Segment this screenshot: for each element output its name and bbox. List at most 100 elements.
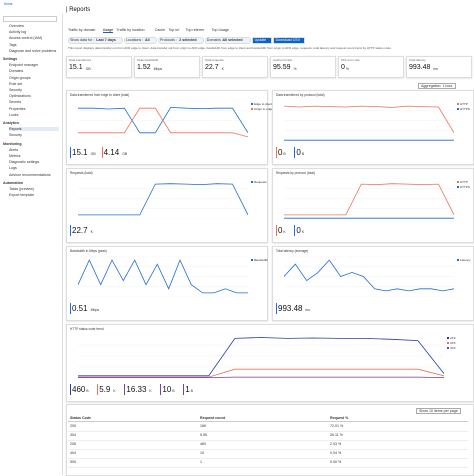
- table-cell: 5.9K: [200, 433, 208, 437]
- nav-item[interactable]: Optimizations: [9, 94, 31, 99]
- nav-item[interactable]: Security: [9, 133, 22, 138]
- kpi-label: Data transferred: [69, 58, 91, 62]
- nav-item[interactable]: Alerts: [9, 147, 19, 152]
- stat-bar: [294, 225, 296, 236]
- series-line: [78, 368, 444, 378]
- nav-item[interactable]: Endpoint manager: [9, 63, 39, 68]
- filter-label[interactable]: Protocols :: [160, 37, 177, 42]
- table-cell: 1: [200, 460, 202, 464]
- nav-item[interactable]: Security: [9, 88, 22, 92]
- tab[interactable]: Top referrer: [185, 28, 205, 32]
- header-rule: [68, 421, 468, 422]
- series-line: [284, 259, 454, 292]
- tab[interactable]: Top url: [168, 28, 180, 32]
- table-cell: 26.11 %: [330, 433, 343, 437]
- stat-value: 15.1: [72, 148, 88, 157]
- kpi-label: Total requests: [205, 58, 224, 62]
- kpi-unit: ms: [433, 66, 439, 71]
- stat-bar: [183, 384, 184, 395]
- nav-section: Settings: [3, 57, 18, 61]
- row-rule: [68, 431, 468, 432]
- filter-value[interactable]: Last 7 days: [96, 37, 116, 42]
- stat-value: 0.51: [72, 304, 88, 313]
- table-cell: 404: [70, 451, 76, 455]
- row-rule: [68, 467, 468, 468]
- table-cell: 460: [200, 442, 206, 446]
- table-cell: 72.01 %: [330, 424, 344, 428]
- nav-item[interactable]: Secrets: [9, 100, 22, 105]
- nav-item[interactable]: Properties: [9, 106, 26, 111]
- button-label[interactable]: Update: [254, 37, 267, 42]
- table-cell: 0.04 %: [330, 451, 342, 455]
- stat-bar: [294, 147, 296, 158]
- nav-item[interactable]: Tasks (preview): [9, 187, 34, 191]
- nav-item[interactable]: Domains: [9, 69, 24, 74]
- stat-bar: [70, 384, 71, 395]
- nav-item[interactable]: Reports: [9, 127, 59, 132]
- table-cell: 10: [200, 451, 204, 455]
- nav-item[interactable]: Tags: [9, 42, 17, 47]
- filter-pill: [158, 37, 204, 44]
- chart-card: [66, 246, 268, 321]
- tab[interactable]: Usage: [102, 28, 114, 33]
- nav-item[interactable]: Diagnostic settings: [9, 160, 40, 165]
- chart-plot: [284, 100, 454, 141]
- kpi-value: 95.59: [273, 64, 291, 71]
- button-label[interactable]: Download CSV: [275, 37, 300, 42]
- filter-value[interactable]: 2 selected: [179, 37, 197, 42]
- tab[interactable]: Traffic by domain: [68, 28, 96, 32]
- breadcrumb[interactable]: Home: [4, 2, 13, 6]
- kpi-card: [202, 56, 268, 78]
- series-line: [284, 183, 454, 216]
- stat-bar: [70, 147, 71, 158]
- legend-entry: HTTP: [460, 102, 468, 106]
- row-rule: [68, 458, 468, 459]
- tab[interactable]: Top Usage: [211, 28, 229, 32]
- nav-item[interactable]: Diagnose and solve problems: [9, 48, 57, 53]
- series-line: [78, 107, 248, 138]
- stat-unit: B: [172, 389, 175, 393]
- column-header[interactable]: Status Code: [70, 416, 91, 420]
- filter-label[interactable]: Show data for :: [70, 37, 95, 42]
- nav-item[interactable]: Origin groups: [9, 75, 31, 80]
- stat-unit: GB: [90, 152, 96, 156]
- legend-entry: Latency: [460, 258, 471, 262]
- kpi-unit: %: [345, 66, 350, 71]
- nav-section: Analytics: [3, 121, 19, 125]
- button: [272, 37, 305, 44]
- nav-item[interactable]: Rule set: [9, 81, 23, 86]
- table-cell: 2.03 %: [330, 442, 342, 446]
- legend-entry: Requests: [254, 180, 267, 184]
- nav-item[interactable]: Advisor recommendations: [9, 172, 51, 177]
- stat-bar: [276, 225, 277, 236]
- nav-item[interactable]: Access control (IAM): [9, 36, 43, 41]
- filter-value[interactable]: All: [145, 37, 150, 42]
- nav-item[interactable]: Logs: [9, 166, 17, 171]
- nav-item[interactable]: Locks: [9, 112, 19, 117]
- legend-swatch: [447, 336, 449, 339]
- column-header[interactable]: Request count: [200, 416, 225, 420]
- filter-label[interactable]: Locations :: [125, 37, 144, 42]
- nav-item[interactable]: Overview: [9, 24, 24, 28]
- kpi-card: [406, 56, 472, 78]
- chart-card: [272, 90, 474, 165]
- stat-value: 993.48: [278, 304, 303, 313]
- kpi-value: 993.48: [409, 64, 431, 71]
- legend-swatch: [251, 107, 253, 110]
- column-header[interactable]: Request %: [330, 416, 349, 420]
- pager[interactable]: Show 10 items per page: [416, 408, 461, 414]
- filter-value[interactable]: All selected: [222, 37, 243, 42]
- nav-item[interactable]: Activity log: [9, 30, 27, 35]
- tab[interactable]: Traffic by location: [116, 28, 145, 32]
- filter-pill: [123, 37, 157, 44]
- tab[interactable]: Cache: [154, 28, 166, 32]
- stat-value: 5.9: [99, 385, 111, 394]
- aggregation[interactable]: Aggregation: 1 hour: [418, 83, 456, 89]
- filter-label[interactable]: Domains :: [206, 37, 223, 42]
- series-line: [78, 259, 248, 294]
- stat-value: 16.33: [126, 385, 147, 394]
- legend-swatch: [251, 258, 253, 261]
- filter-pill: [68, 37, 123, 44]
- nav-item[interactable]: Metrics: [9, 154, 21, 158]
- nav-item[interactable]: Export template: [9, 193, 35, 198]
